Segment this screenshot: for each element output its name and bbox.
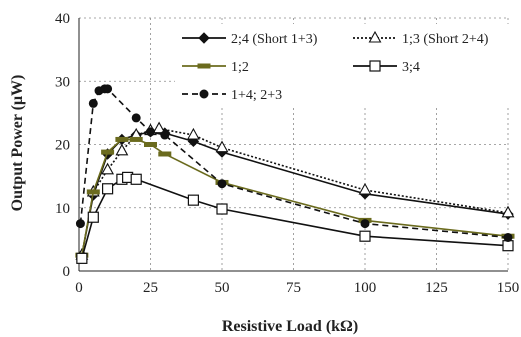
legend-label: 3;4 xyxy=(402,60,420,75)
legend-label: 1;3 (Short 2+4) xyxy=(402,32,489,47)
data-point xyxy=(86,189,100,195)
x-tick-label: 150 xyxy=(497,280,520,296)
y-tick-label: 40 xyxy=(55,11,70,27)
legend-box xyxy=(175,24,515,108)
legend-item: 3;4 xyxy=(353,60,420,75)
data-point xyxy=(358,182,372,195)
y-axis-label: Output Power (μW) xyxy=(9,75,26,212)
series-4 xyxy=(75,84,513,242)
legend-item: 1;2 xyxy=(182,60,249,75)
legend-marker xyxy=(197,63,211,69)
data-point xyxy=(88,98,98,108)
data-point xyxy=(146,127,155,137)
series-1 xyxy=(75,121,515,260)
series-layer xyxy=(75,84,515,264)
series-line xyxy=(81,138,509,256)
series-line xyxy=(81,127,509,256)
data-point xyxy=(217,179,227,189)
data-point xyxy=(360,219,370,229)
data-point xyxy=(503,232,513,242)
data-point xyxy=(215,140,229,153)
legend-marker xyxy=(368,30,382,43)
series-3 xyxy=(76,171,514,264)
y-tick-label: 0 xyxy=(63,264,71,280)
x-tick-label: 25 xyxy=(143,280,158,296)
y-tick-label: 10 xyxy=(55,201,70,217)
series-line xyxy=(81,131,509,256)
data-point xyxy=(115,143,129,156)
data-point xyxy=(158,151,172,157)
series-0 xyxy=(76,126,514,261)
legend-item: 2;4 (Short 1+3) xyxy=(182,32,318,47)
data-point xyxy=(187,194,199,206)
x-axis-label: Resistive Load (kΩ) xyxy=(222,318,358,335)
data-point xyxy=(359,230,371,242)
series-2 xyxy=(75,136,515,258)
legend: 2;4 (Short 1+3) 1;3 (Short 2+4) 1;2 3;4 1+4;… xyxy=(175,24,515,108)
x-tick-label: 0 xyxy=(75,280,83,296)
data-point xyxy=(101,183,114,195)
x-tick-label: 100 xyxy=(354,280,377,296)
data-point xyxy=(186,127,200,140)
legend-marker xyxy=(199,89,209,99)
data-point xyxy=(130,173,142,185)
tick-labels: 0 25 50 75 100 125 150 0 10 20 30 40 xyxy=(55,11,519,296)
y-tick-label: 30 xyxy=(55,74,70,90)
legend-marker xyxy=(198,32,210,44)
legend-label: 1;2 xyxy=(231,60,249,75)
data-point xyxy=(76,252,88,264)
legend-item: 1+4; 2+3 xyxy=(182,88,282,103)
data-point xyxy=(115,136,129,142)
x-tick-label: 125 xyxy=(425,280,448,296)
data-point xyxy=(87,211,99,223)
x-tick-label: 75 xyxy=(286,280,301,296)
data-point xyxy=(103,84,113,94)
data-point xyxy=(101,162,115,175)
legend-label: 1+4; 2+3 xyxy=(231,88,282,103)
data-point xyxy=(160,130,170,140)
data-point xyxy=(152,121,166,134)
series-line xyxy=(81,176,509,259)
data-point xyxy=(129,136,143,142)
axes xyxy=(78,18,508,272)
legend-label: 2;4 (Short 1+3) xyxy=(231,32,318,47)
series-line xyxy=(79,88,509,239)
data-point xyxy=(101,149,115,155)
legend-item: 1;3 (Short 2+4) xyxy=(353,30,489,47)
y-tick-label: 20 xyxy=(55,138,70,154)
data-point xyxy=(144,142,157,147)
data-point xyxy=(75,219,85,229)
data-point xyxy=(216,203,228,215)
data-point xyxy=(501,205,515,218)
data-point xyxy=(131,113,141,123)
legend-marker xyxy=(369,60,381,72)
x-tick-label: 50 xyxy=(215,280,230,296)
data-point xyxy=(502,240,514,252)
